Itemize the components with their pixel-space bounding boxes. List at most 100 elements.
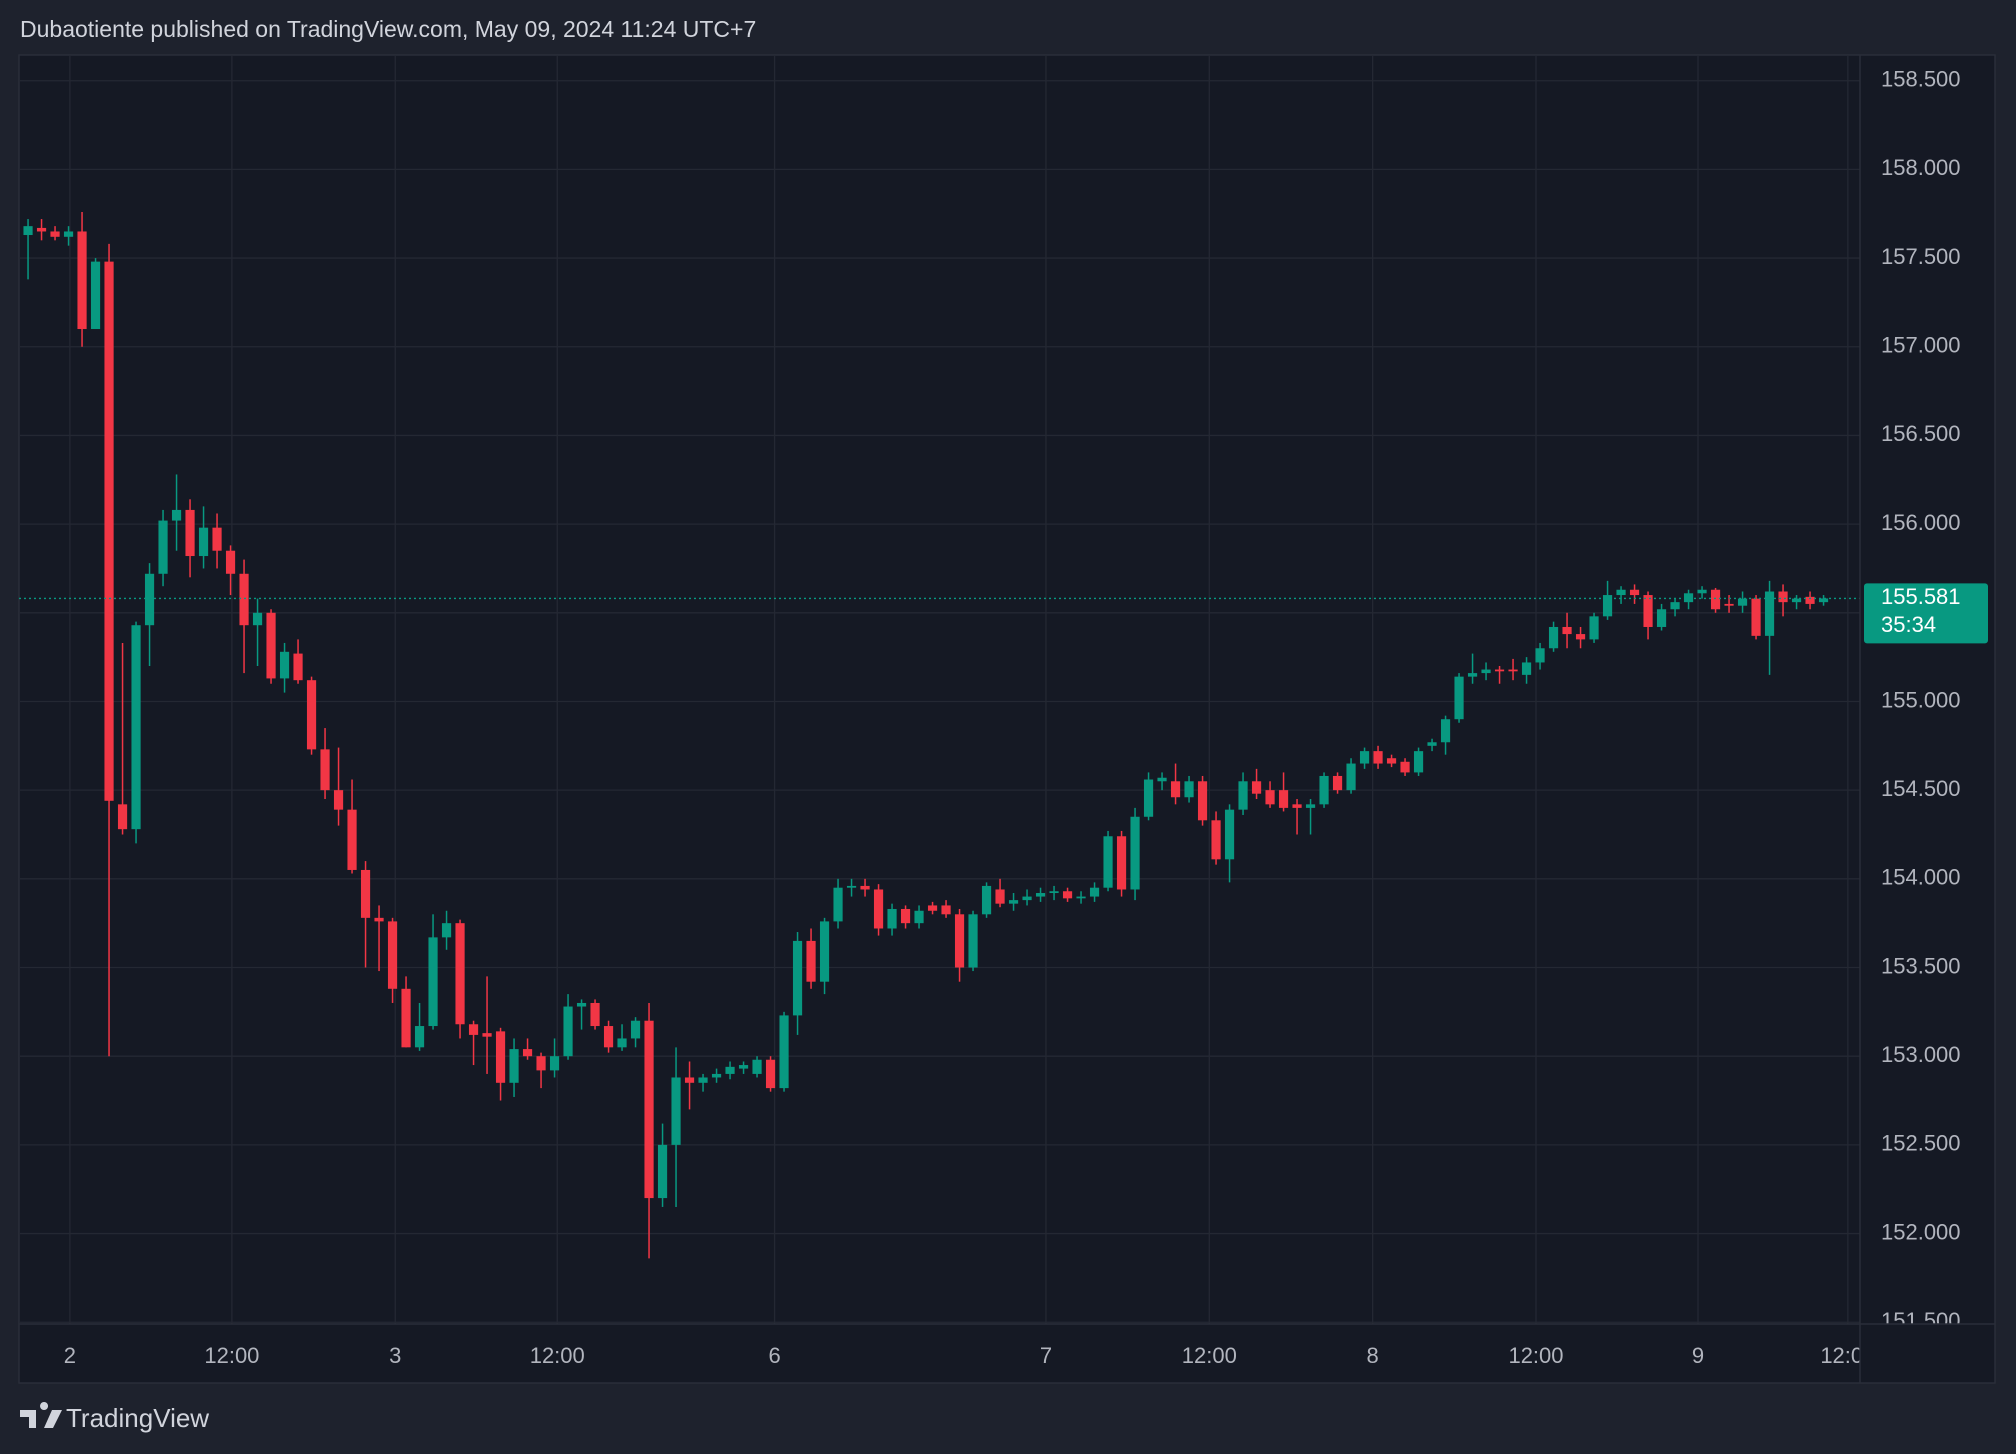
candle-body	[1373, 751, 1383, 764]
candle-body	[131, 625, 141, 830]
candle-body	[63, 231, 74, 237]
candle-body	[657, 1144, 668, 1199]
y-tick-label: 154.000	[1881, 865, 1961, 890]
candle-body	[414, 1026, 425, 1048]
candle-body	[887, 908, 897, 929]
candle-body	[1292, 804, 1302, 808]
candle-body	[617, 1038, 627, 1048]
candle-body	[1616, 589, 1626, 596]
candle-body	[644, 1020, 654, 1199]
last-price-box	[1864, 583, 1988, 644]
candle-body	[833, 887, 843, 922]
candle-body	[725, 1066, 735, 1074]
candle-body	[455, 923, 465, 1025]
candle-body	[927, 905, 938, 911]
candle-body	[428, 937, 438, 1027]
candle-body	[698, 1077, 708, 1083]
candle-body	[873, 889, 884, 929]
candle-body	[968, 914, 978, 968]
candle-body	[1508, 669, 1518, 672]
candle-body	[212, 527, 222, 551]
y-tick-label: 154.500	[1881, 776, 1961, 801]
last-price-marker: 155.581 35:34	[1864, 583, 1988, 644]
y-tick-label: 158.500	[1881, 67, 1961, 92]
y-tick-label: 152.500	[1881, 1131, 1961, 1156]
candle-body	[954, 914, 965, 968]
candle-body	[1265, 790, 1275, 805]
candle-body	[1076, 896, 1086, 899]
candle-body	[941, 905, 951, 915]
candle-body	[1791, 598, 1802, 603]
candle-body	[1751, 598, 1761, 636]
y-tick-label: 155.000	[1881, 687, 1961, 712]
candle-body	[590, 1002, 600, 1027]
candle-body	[1008, 900, 1019, 904]
candle-body	[144, 573, 155, 626]
candle-body	[171, 509, 182, 521]
y-tick-label: 151.500	[1881, 1308, 1961, 1333]
candle-body	[252, 612, 263, 626]
candle-body	[1670, 602, 1680, 610]
candle-body	[1575, 634, 1586, 640]
candle-body	[1521, 662, 1532, 675]
x-tick-label: 7	[1040, 1343, 1052, 1368]
x-tick-label: 9	[1692, 1343, 1704, 1368]
candle-body	[1697, 589, 1707, 594]
candle-body	[1427, 742, 1437, 746]
candle-body	[23, 226, 33, 236]
candle-body	[1211, 820, 1221, 860]
candle-body	[293, 653, 303, 681]
candle-body	[900, 908, 911, 924]
candle-body	[1602, 595, 1613, 617]
candle-body	[549, 1056, 560, 1071]
candle-body	[360, 869, 371, 918]
candle-body	[1467, 673, 1478, 677]
candle-body	[1319, 775, 1329, 805]
y-tick-label: 157.500	[1881, 244, 1961, 269]
y-tick-label: 153.000	[1881, 1042, 1961, 1067]
candle-body	[1143, 779, 1154, 817]
candle-body	[1359, 751, 1370, 764]
x-tick-label: 12:00	[1508, 1343, 1563, 1368]
y-tick-label: 156.500	[1881, 421, 1961, 446]
candle-body	[1764, 591, 1775, 636]
candle-body	[1157, 777, 1167, 782]
candle-body	[1305, 804, 1316, 808]
candle-body	[1238, 781, 1248, 810]
candle-body	[995, 889, 1005, 904]
candle-body	[1629, 589, 1640, 596]
candle-body	[374, 917, 384, 922]
candle-body	[1130, 816, 1140, 890]
x-tick-label: 6	[768, 1343, 780, 1368]
x-tick-label: 8	[1367, 1343, 1379, 1368]
candle-body	[1440, 719, 1451, 743]
candle-body	[1251, 781, 1262, 794]
candle-body	[1710, 589, 1721, 610]
candle-body	[225, 550, 236, 574]
chart-title: Dubaotiente published on TradingView.com…	[20, 16, 756, 42]
x-tick-label: 12:00	[1820, 1343, 1875, 1368]
candle-body	[1589, 616, 1599, 640]
candle-body	[320, 749, 330, 791]
candle-body	[1062, 891, 1073, 899]
candle-body	[1454, 676, 1464, 720]
candle-body	[536, 1056, 546, 1071]
candle-body	[914, 910, 924, 924]
candle-body	[468, 1024, 479, 1035]
candle-body	[239, 573, 249, 626]
candle-body	[860, 885, 870, 890]
brand-name: TradingView	[66, 1403, 209, 1433]
candle-body	[1737, 598, 1748, 606]
candle-body	[1683, 593, 1694, 603]
candle-body	[1413, 751, 1424, 773]
candle-body	[401, 988, 411, 1048]
candle-body	[1400, 761, 1410, 773]
logo-icon	[20, 1402, 62, 1428]
candle-body	[603, 1026, 614, 1048]
candle-body	[77, 231, 87, 330]
candle-body	[819, 921, 830, 982]
candle-body	[1197, 781, 1208, 821]
candle-body	[1656, 609, 1667, 627]
candle-body	[1035, 893, 1046, 897]
